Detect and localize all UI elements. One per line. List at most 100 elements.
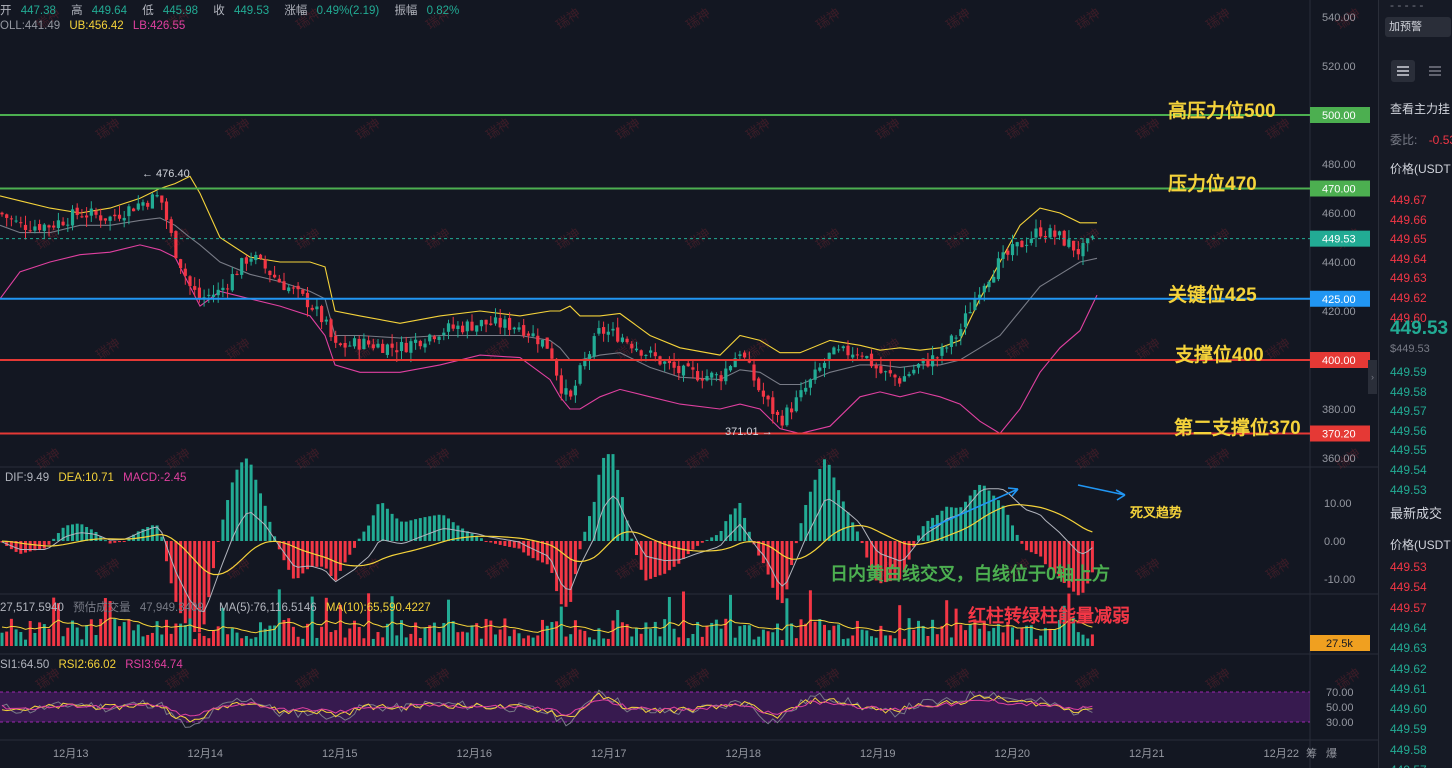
volume-bar [442, 622, 446, 646]
macd-histogram-bar [874, 541, 878, 581]
bid-price[interactable]: 449.53 [1390, 482, 1427, 497]
macd-histogram-bar [475, 535, 479, 541]
candle-body [663, 361, 667, 364]
volume-bar [996, 624, 1000, 646]
volume-bar [818, 619, 822, 646]
bid-price[interactable]: 449.57 [1390, 404, 1427, 419]
volume-bar [686, 638, 690, 646]
candle-body [282, 281, 286, 291]
candle-body [587, 354, 592, 361]
watermark: 瑞神 [683, 445, 713, 472]
candle-body [367, 340, 371, 345]
macd-histogram-bar [418, 518, 422, 541]
bid-price[interactable]: 449.54 [1390, 463, 1427, 477]
macd-histogram-bar [249, 464, 253, 541]
macd-histogram-bar [150, 525, 154, 541]
macd-header: DIF:9.49 DEA:10.71 MACD:-2.45 [5, 472, 192, 484]
bid-price[interactable]: 449.56 [1390, 423, 1427, 438]
macd-histogram-bar [89, 529, 93, 541]
macd-histogram-bar [376, 504, 380, 541]
bid-price[interactable]: 449.55 [1390, 443, 1427, 458]
bid-price[interactable]: 449.58 [1390, 384, 1427, 399]
chart-canvas[interactable]: 540.00 520.00 480.00 460.00 440.00 420.00 380.… [0, 0, 1378, 768]
macd-histogram-bar [230, 482, 234, 541]
volume-bar [132, 630, 136, 646]
ask-price[interactable]: 449.67 [1390, 193, 1427, 207]
macd-histogram-bar [700, 541, 704, 543]
macd-histogram-bar [14, 541, 18, 552]
macd-histogram-bar [146, 527, 150, 541]
macd-histogram-bar [343, 541, 347, 563]
volume-bar [5, 631, 9, 646]
layout-icon[interactable] [1391, 60, 1415, 82]
time-tick-label: 12月17 [591, 748, 626, 760]
watermark: 瑞神 [1073, 445, 1103, 472]
macd-histogram-bar [282, 541, 286, 561]
volume-bar [766, 631, 770, 646]
candles [0, 191, 1094, 429]
volume-ma-line [1, 617, 1093, 634]
macd-histogram-bar [28, 541, 32, 552]
level-tag-text: 470.00 [1322, 184, 1356, 196]
volume-bar [418, 638, 422, 646]
volume-bar [489, 620, 493, 646]
volume-bar [254, 637, 258, 646]
add-alert-button[interactable]: 加预警 [1385, 17, 1451, 37]
macd-histogram-bar [691, 541, 695, 550]
ask-price[interactable]: 449.63 [1390, 271, 1427, 286]
ask-price[interactable]: 449.60 [1390, 310, 1427, 325]
macd-histogram-bar [935, 515, 939, 541]
macd-histogram-bar [1076, 541, 1080, 596]
candle-body [649, 350, 653, 353]
macd-histogram-bar [705, 539, 709, 541]
level-tag-500 [1310, 107, 1370, 123]
ask-price[interactable]: 449.64 [1390, 251, 1427, 266]
candle-body [475, 325, 479, 332]
volume-bar [625, 624, 629, 646]
macd-histogram-bar [686, 541, 690, 555]
candle-body [1057, 231, 1062, 236]
macd-histogram-bar [338, 541, 342, 571]
ask-price[interactable]: 449.62 [1390, 291, 1427, 305]
bid-price[interactable]: 449.59 [1390, 365, 1427, 379]
watermark: 瑞神 [1203, 5, 1233, 32]
grid-icon[interactable] [1423, 60, 1447, 82]
macd-histogram-bar [541, 541, 544, 563]
rsi-tick-label: 30.00 [1326, 717, 1354, 729]
candle-body [164, 201, 169, 220]
candle-body [456, 325, 460, 330]
candle-body [865, 355, 869, 359]
ask-price[interactable]: 449.66 [1390, 212, 1427, 227]
candle-body [1086, 238, 1090, 244]
volume-bar [884, 635, 888, 646]
depth-link[interactable]: 查看主力挂 [1390, 102, 1451, 116]
macd-histogram-bar [381, 503, 385, 541]
candle-body [240, 258, 244, 275]
volume-bar [719, 628, 723, 646]
candle-body [996, 258, 1000, 280]
candle-body [324, 319, 328, 322]
volume-bar [917, 620, 920, 646]
macd-histogram-bar [254, 479, 258, 541]
volume-bar [827, 630, 831, 646]
watermark: 瑞神 [163, 445, 193, 472]
candle-body [822, 362, 827, 368]
volume-bar [1015, 639, 1019, 646]
candle-body [653, 352, 657, 357]
time-tick-label: 12月20 [995, 748, 1030, 760]
collapse-panel-button[interactable]: › [1368, 360, 1377, 394]
volume-bar [663, 619, 667, 646]
ask-price[interactable]: 449.65 [1390, 232, 1427, 247]
macd-histogram-bar [362, 531, 366, 541]
macd-histogram-bar [0, 541, 4, 543]
volume-bar [484, 618, 488, 646]
candle-body [752, 364, 756, 381]
watermark: 瑞神 [553, 5, 583, 32]
candle-body [70, 209, 75, 226]
time-tick-label: 12月16 [457, 748, 492, 760]
watermark: 瑞神 [683, 665, 713, 692]
macd-histogram-bar [155, 525, 159, 541]
macd-bars [0, 454, 1094, 633]
volume-bar [249, 638, 253, 646]
volume-bar [559, 606, 563, 646]
